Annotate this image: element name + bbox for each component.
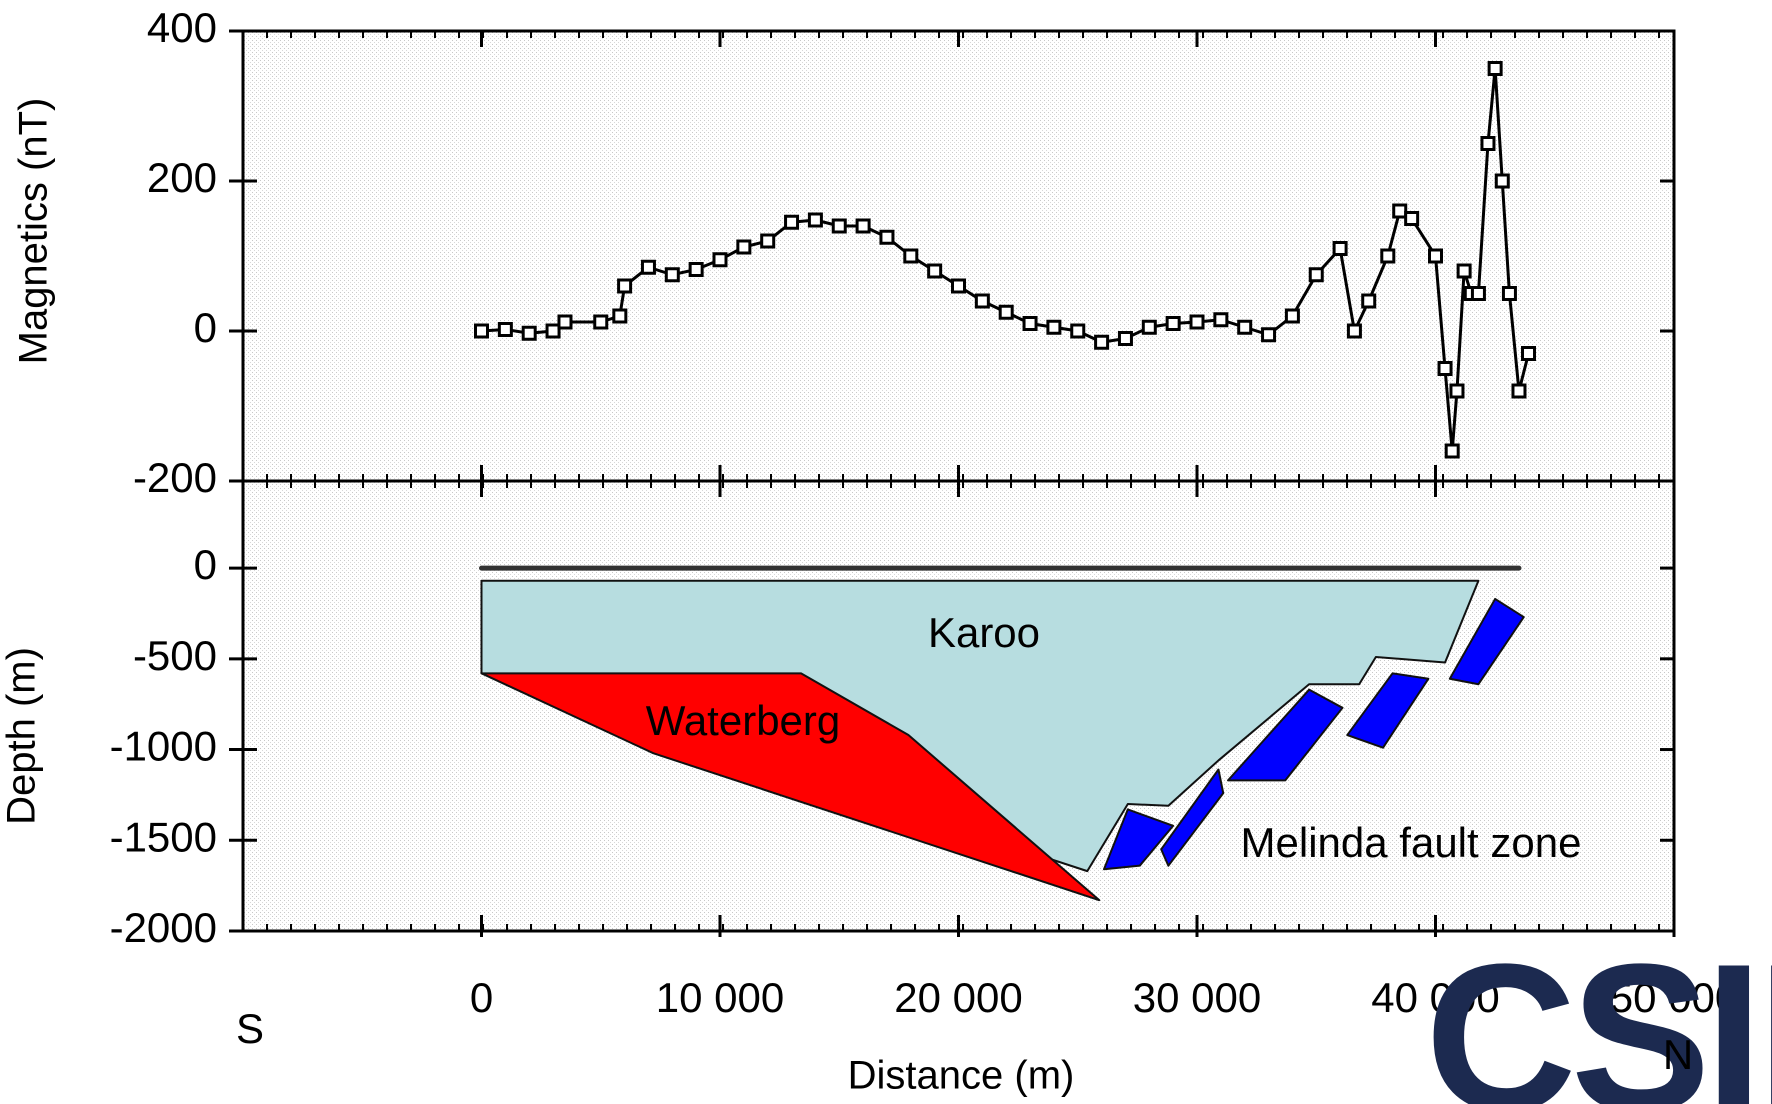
data-point [1428,248,1443,264]
data-point [521,325,537,341]
x-tick-label: 30 000 [1133,974,1261,1021]
data-point [1521,346,1537,361]
data-point [807,212,823,228]
direction-label: S [236,1005,264,1052]
y-tick-label: -2000 [110,904,217,951]
data-point [1308,267,1324,283]
data-point [557,314,573,330]
data-point [1094,334,1110,350]
y-tick-label: 0 [194,541,217,588]
data-point [1444,443,1460,459]
data-point [1480,136,1496,151]
data-point [640,259,656,275]
unit-label: Waterberg [646,697,841,744]
data-point [497,322,513,337]
data-point [1511,383,1527,399]
cross-section-body [1102,597,1525,871]
data-point [855,218,871,234]
data-point [974,293,990,309]
data-point [831,218,847,234]
data-point [1261,327,1277,343]
data-point [1237,319,1253,335]
y-tick-label: 0 [194,304,217,351]
y-axis-label: Magnetics (nT) [12,98,56,365]
data-point [1165,316,1181,331]
data-point [1501,286,1517,301]
x-tick-label: 0 [470,974,493,1021]
data-point [545,323,561,339]
data-point [1346,323,1362,339]
data-point [1487,61,1503,76]
data-point [1284,308,1300,324]
data-point [1189,314,1205,330]
y-tick-label: -500 [133,632,217,679]
data-point [1117,331,1133,346]
data-point [1361,293,1377,309]
data-point [1213,312,1229,328]
data-point [1437,361,1453,376]
data-point [1470,286,1486,301]
x-tick-label: 50 000 [1610,974,1738,1021]
data-point [1141,319,1157,335]
y-tick-label: -200 [133,454,217,501]
data-point [474,323,489,339]
data-point [1046,319,1062,335]
data-point [903,248,919,264]
logo: CSIR [1425,920,1772,1104]
data-point [784,214,800,230]
direction-label: N [1663,1031,1693,1078]
data-point [1332,241,1348,256]
data-point [1456,263,1472,279]
x-axis-label: Distance (m) [848,1054,1075,1098]
data-point [1494,173,1510,189]
data-point [664,267,680,283]
data-point [1380,248,1396,264]
data-point [712,252,728,268]
data-point [1392,203,1408,219]
data-point [1022,316,1038,331]
x-tick-label: 40 000 [1371,974,1499,1021]
data-point [927,263,943,279]
y-axis-label: Depth (m) [0,647,44,825]
data-point [760,233,776,249]
data-point [1404,211,1420,226]
x-tick-label: 20 000 [894,974,1022,1021]
cross-section-body [480,672,1101,902]
data-point [951,278,966,294]
y-tick-label: 400 [147,4,217,51]
unit-label: Karoo [928,609,1040,656]
data-point [612,308,628,324]
x-tick-label: 10 000 [656,974,784,1021]
data-point [998,304,1014,320]
data-point [593,314,609,330]
y-tick-label: -1000 [110,723,217,770]
data-point [1070,323,1086,339]
y-tick-label: 200 [147,154,217,201]
data-point [1449,383,1465,399]
data-point [879,229,895,245]
y-tick-label: -1500 [110,813,217,860]
data-point [617,278,633,294]
data-point [736,239,752,255]
data-point [688,262,704,277]
unit-label: Melinda fault zone [1241,819,1582,866]
